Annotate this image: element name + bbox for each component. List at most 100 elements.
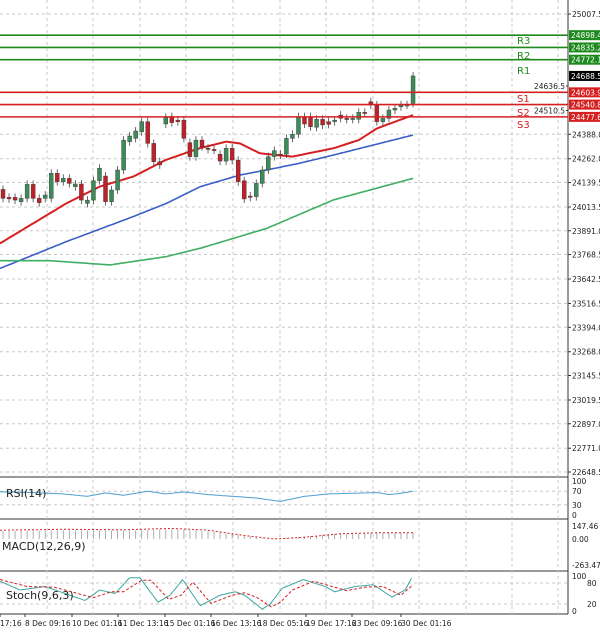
- candle: [127, 132, 132, 146]
- price-tick-label: 24388.0: [572, 130, 600, 139]
- candle-body: [109, 189, 114, 202]
- candle-body: [266, 156, 271, 171]
- candle: [314, 115, 319, 132]
- rsi-level-label: 0: [572, 511, 577, 520]
- candle-body: [314, 119, 319, 128]
- candle: [151, 139, 156, 166]
- candle-body: [320, 119, 325, 126]
- pivot-price-value: 24603.9: [571, 88, 600, 97]
- candle: [241, 176, 247, 203]
- rsi-level-label: 70: [572, 487, 582, 496]
- candle-body: [254, 183, 259, 197]
- macd-tick-label: -263.47: [572, 561, 600, 570]
- candle: [163, 113, 169, 128]
- moving-average-line: [0, 114, 414, 245]
- candle-body: [127, 135, 132, 142]
- candle: [344, 114, 349, 124]
- indicator-panels: [0, 490, 568, 610]
- candle-body: [49, 173, 54, 199]
- candle-body: [272, 150, 277, 157]
- candle: [61, 174, 66, 186]
- candle-body: [43, 194, 48, 199]
- candle-body: [235, 159, 241, 182]
- candle-body: [260, 169, 265, 184]
- time-label: 19 Dec 17:16: [306, 619, 357, 628]
- candle: [55, 169, 60, 186]
- candle-body: [217, 154, 223, 162]
- candle-body: [55, 173, 60, 182]
- rsi-line: [0, 490, 414, 502]
- current-price-tag: [569, 70, 600, 81]
- candle-body: [175, 119, 181, 122]
- pivot-price-value: 24477.6: [571, 113, 600, 122]
- price-tick-label: 23642.5: [572, 275, 600, 284]
- candle: [133, 126, 138, 143]
- candle: [211, 145, 217, 155]
- candle-body: [103, 175, 108, 202]
- time-label: 11 Dec 13:16: [118, 619, 169, 628]
- price-tick-label: 24510.5: [534, 106, 565, 115]
- candle: [24, 180, 30, 203]
- price-tick-label: 23145.5: [572, 372, 600, 381]
- candle: [326, 117, 331, 129]
- pivot-price-tag: [569, 87, 600, 98]
- candle: [332, 116, 337, 126]
- rsi-level-label: 30: [572, 501, 582, 510]
- candle: [121, 136, 126, 174]
- candle: [145, 117, 150, 148]
- candle-body: [139, 121, 144, 132]
- candle: [205, 144, 211, 154]
- candle-body: [248, 195, 253, 198]
- candle-body: [0, 189, 6, 199]
- candle: [157, 157, 162, 169]
- candle-body: [67, 178, 72, 184]
- stoch-level-label: 100: [572, 572, 587, 581]
- candle-body: [223, 148, 229, 162]
- time-label: 18 Dec 05:16: [258, 619, 309, 628]
- stoch-level-label: 20: [587, 600, 597, 609]
- candle: [284, 134, 289, 159]
- moving-average-line: [0, 134, 414, 270]
- candle: [235, 156, 241, 186]
- pivot-label-r1: R1: [517, 66, 530, 77]
- candle: [109, 185, 114, 206]
- price-tick-label: 23516.5: [572, 299, 600, 308]
- candle: [199, 136, 205, 151]
- candle: [79, 179, 84, 205]
- price-tick-label: 23891.0: [572, 227, 600, 236]
- candle: [290, 130, 295, 143]
- macd-tick-label: 0.00: [572, 535, 589, 544]
- candle: [43, 191, 48, 203]
- time-label: 16 Dec 13:16: [211, 619, 262, 628]
- candle: [30, 180, 36, 203]
- macd-label: MACD(12,26,9): [2, 540, 86, 553]
- price-tick-label: 24262.0: [572, 155, 600, 164]
- price-tick-label: 22648.5: [572, 468, 600, 477]
- candle-body: [91, 180, 96, 201]
- candle: [217, 150, 223, 166]
- candle: [278, 150, 283, 160]
- price-tick-label: 22771.0: [572, 444, 600, 453]
- moving-averages: [0, 114, 414, 270]
- price-tick-label: 23394.0: [572, 323, 600, 332]
- candle-body: [115, 169, 120, 191]
- current-price-value: 24688.5: [571, 72, 600, 81]
- pivot-price-tag: [569, 111, 600, 122]
- candle: [356, 108, 361, 124]
- candle: [193, 136, 199, 161]
- time-label: 30 Dec 01:16: [401, 619, 452, 628]
- price-axis: 25007.5 24388.0 24262.0 24139.5 24013.5 23891…: [0, 10, 600, 628]
- candle-body: [326, 121, 331, 125]
- candle: [350, 114, 355, 124]
- candle-body: [284, 138, 289, 155]
- candle: [308, 112, 313, 131]
- candle-body: [121, 139, 126, 171]
- candle: [380, 114, 386, 126]
- stoch-level-label: 80: [587, 579, 597, 588]
- candle-body: [356, 112, 361, 120]
- candle: [97, 164, 102, 185]
- candle: [229, 144, 235, 165]
- candle: [12, 193, 18, 205]
- candle-body: [199, 139, 205, 147]
